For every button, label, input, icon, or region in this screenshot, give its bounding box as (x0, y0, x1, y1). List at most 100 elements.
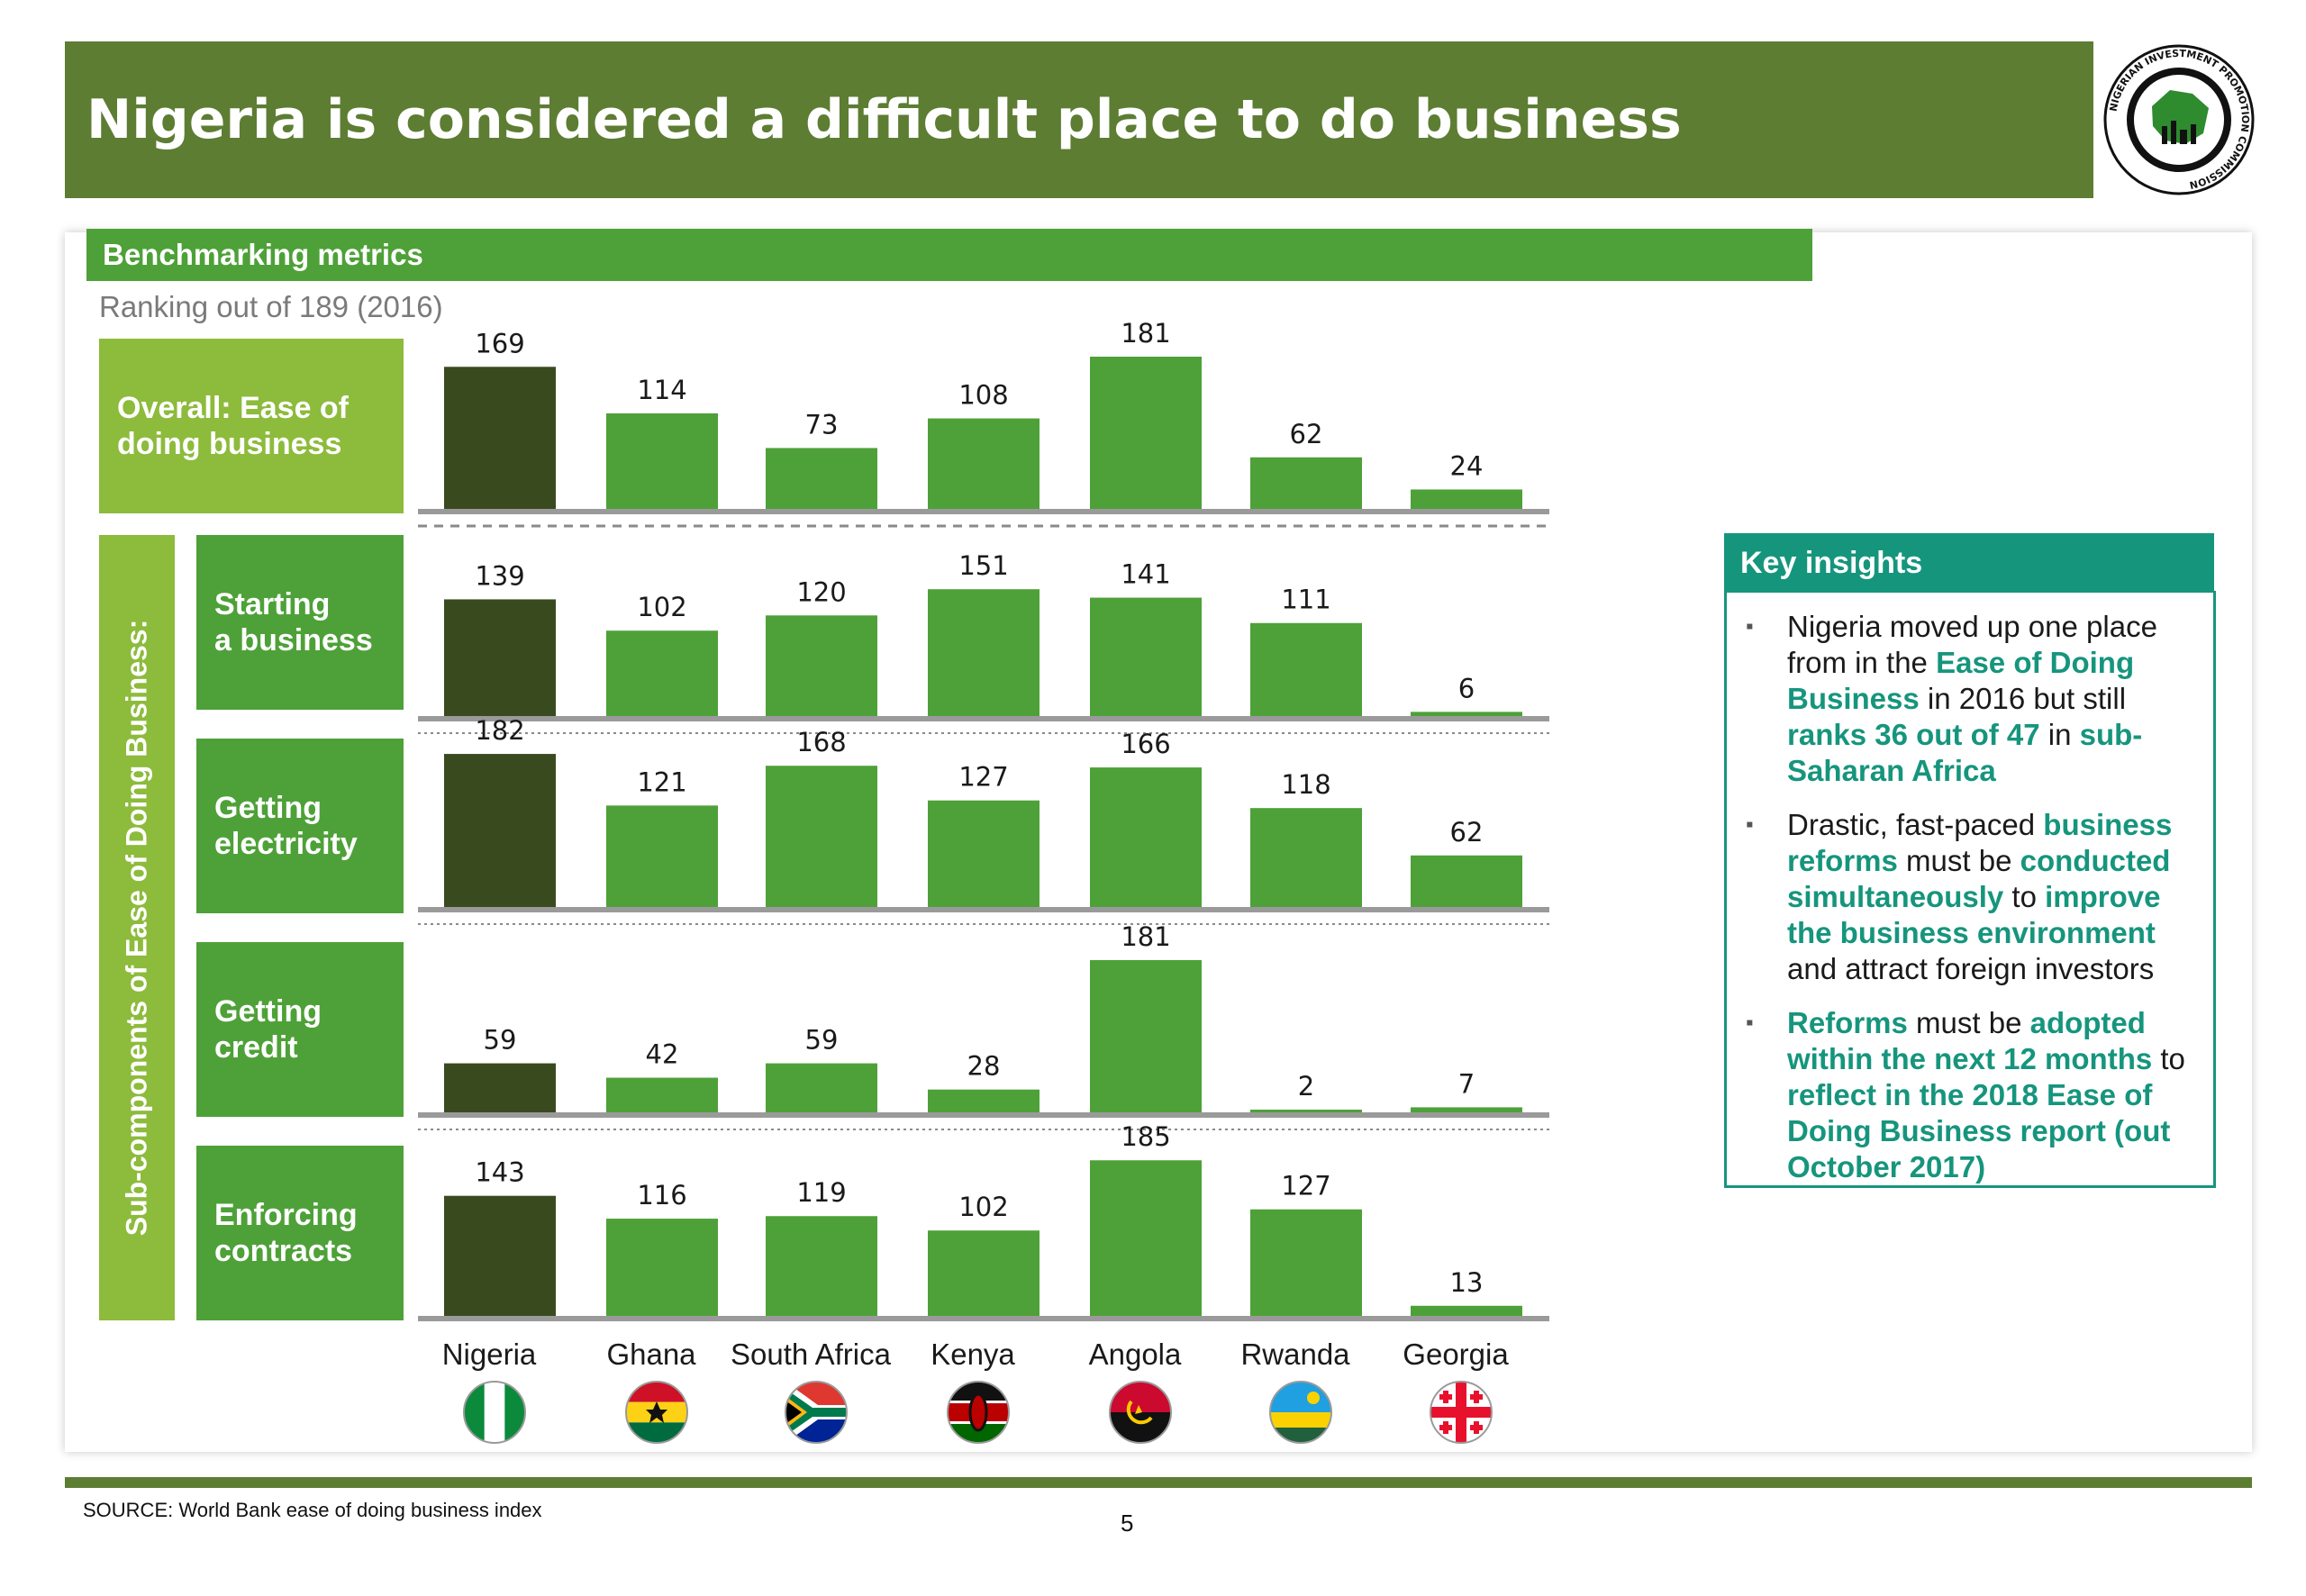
insight-text: to (2003, 880, 2046, 913)
insight-text: Drastic, fast-paced (1787, 808, 2044, 841)
insight-highlight: improve the business environment (1787, 880, 2161, 949)
flag-ring (625, 1381, 688, 1444)
bar-getting-credit-ghana (606, 1077, 718, 1113)
bar-enforcing-contracts-georgia (1411, 1305, 1522, 1317)
page-number: 5 (1121, 1510, 1134, 1537)
footer-divider (65, 1477, 2252, 1488)
bar-starting-a-business-kenya (928, 589, 1040, 717)
value-label-getting-electricity-kenya: 127 (958, 762, 1008, 793)
value-label-starting-a-business-nigeria: 139 (475, 560, 524, 591)
nigeria-flag-icon (464, 1382, 525, 1443)
value-label-starting-a-business-kenya: 151 (958, 550, 1008, 581)
category-label-nigeria: Nigeria (442, 1338, 537, 1371)
category-label-georgia: Georgia (1403, 1338, 1509, 1371)
bar-getting-credit-rwanda (1250, 1110, 1362, 1113)
bar-overall-ease-of-doing-business-georgia (1411, 489, 1522, 510)
insight-text: to (2152, 1042, 2185, 1075)
sub-components-bar (99, 535, 175, 1320)
flag-ring (1109, 1381, 1172, 1444)
key-insights-box (1724, 591, 2216, 1188)
insight-item: ▪ Drastic, fast-paced business reforms mu… (1746, 807, 2196, 987)
value-label-getting-credit-kenya: 28 (967, 1051, 1001, 1082)
insight-highlight: ranks 36 out of 47 (1787, 718, 2040, 751)
header-bar (65, 41, 2093, 198)
getting-credit-label-line2: credit (214, 1030, 298, 1065)
bar-enforcing-contracts-south-africa (766, 1216, 877, 1317)
bar-starting-a-business-georgia (1411, 712, 1522, 717)
insight-text: in (2039, 718, 2080, 751)
insight-item: ▪ Reforms must be adopted within the next… (1746, 1005, 2196, 1185)
starting-business-label-box: Starting a business (196, 535, 404, 710)
bar-getting-electricity-south-africa (766, 766, 877, 908)
section-header-bar (86, 229, 1812, 281)
insight-text: must be (1907, 1006, 2030, 1039)
insight-highlight: reflect in the 2018 Ease of Doing Busine… (1787, 1078, 2171, 1183)
value-label-getting-electricity-nigeria: 182 (475, 715, 524, 746)
key-insights-title: Key insights (1740, 546, 1923, 580)
flag-ring (1430, 1381, 1493, 1444)
value-label-enforcing-contracts-south-africa: 119 (796, 1177, 846, 1208)
key-insights-header: Key insights (1724, 533, 2214, 593)
value-label-starting-a-business-ghana: 102 (637, 592, 686, 622)
georgia-flag-icon (1430, 1382, 1492, 1443)
bullet-icon: ▪ (1746, 812, 1754, 837)
value-label-overall-ease-of-doing-business-angola: 181 (1121, 318, 1170, 349)
insight-highlight: Ease of Doing Business (1787, 646, 2135, 715)
flag-ring (947, 1381, 1010, 1444)
bar-getting-electricity-ghana (606, 805, 718, 908)
bar-getting-electricity-nigeria (444, 754, 556, 908)
value-label-getting-electricity-ghana: 121 (637, 766, 686, 797)
starting-business-label-line2: a business (214, 623, 373, 657)
bar-getting-electricity-angola (1090, 767, 1202, 908)
value-label-overall-ease-of-doing-business-nigeria: 169 (475, 328, 524, 358)
overall-label: Overall: Ease of doing business (117, 391, 350, 461)
bar-enforcing-contracts-ghana (606, 1219, 718, 1317)
category-label-kenya: Kenya (931, 1338, 1015, 1371)
chart-subtitle: Ranking out of 189 (2016) (99, 290, 443, 323)
bar-enforcing-contracts-kenya (928, 1230, 1040, 1317)
value-label-enforcing-contracts-angola: 185 (1121, 1121, 1170, 1152)
bar-getting-credit-nigeria (444, 1063, 556, 1113)
bar-overall-ease-of-doing-business-ghana (606, 413, 718, 510)
category-label-ghana: Ghana (606, 1338, 696, 1371)
insight-item: ▪ Nigeria moved up one place from in the … (1746, 609, 2196, 789)
bar-enforcing-contracts-angola (1090, 1160, 1202, 1317)
insight-highlight: adopted within the next 12 months (1787, 1006, 2153, 1075)
nipc-logo: NIGERIAN INVESTMENT PROMOTION COMMISSION (2103, 44, 2255, 195)
bar-getting-credit-kenya (928, 1089, 1040, 1113)
enforcing-contracts-label-box: Enforcing contracts (196, 1146, 404, 1320)
value-label-getting-credit-angola: 181 (1121, 921, 1170, 952)
bar-getting-credit-angola (1090, 960, 1202, 1113)
value-label-getting-credit-rwanda: 2 (1298, 1071, 1314, 1102)
value-label-enforcing-contracts-rwanda: 127 (1281, 1171, 1330, 1202)
value-label-starting-a-business-angola: 141 (1121, 559, 1170, 590)
bar-starting-a-business-rwanda (1250, 622, 1362, 717)
category-label-south-africa: South Africa (731, 1338, 892, 1371)
page-title: Nigeria is considered a difficult place … (86, 88, 1682, 151)
enforcing-contracts-label-line1: Enforcing (214, 1198, 358, 1232)
category-label-angola: Angola (1089, 1338, 1182, 1371)
bar-getting-electricity-kenya (928, 800, 1040, 908)
insight-highlight: business reforms (1787, 808, 2173, 877)
value-label-overall-ease-of-doing-business-south-africa: 73 (805, 409, 839, 440)
getting-electricity-label-line1: Getting (214, 791, 322, 825)
insight-text: in 2016 but still (1919, 682, 2127, 715)
flag-ring (1269, 1381, 1332, 1444)
bar-getting-electricity-rwanda (1250, 808, 1362, 908)
starting-business-label-line1: Starting (214, 587, 331, 621)
bar-overall-ease-of-doing-business-rwanda (1250, 457, 1362, 510)
value-label-getting-credit-ghana: 42 (646, 1039, 679, 1070)
getting-credit-label-line1: Getting (214, 994, 322, 1029)
value-label-getting-credit-nigeria: 59 (484, 1025, 517, 1056)
value-label-getting-electricity-georgia: 62 (1450, 817, 1484, 848)
bar-enforcing-contracts-nigeria (444, 1195, 556, 1317)
value-label-enforcing-contracts-georgia: 13 (1450, 1267, 1484, 1298)
bar-starting-a-business-nigeria (444, 599, 556, 717)
enforcing-contracts-label-line2: contracts (214, 1234, 353, 1268)
value-label-overall-ease-of-doing-business-kenya: 108 (958, 380, 1008, 411)
value-label-starting-a-business-rwanda: 111 (1281, 585, 1330, 615)
bar-starting-a-business-ghana (606, 630, 718, 717)
value-label-enforcing-contracts-kenya: 102 (958, 1192, 1008, 1222)
insight-text: and attract foreign investors (1787, 952, 2155, 985)
bar-overall-ease-of-doing-business-nigeria (444, 367, 556, 510)
